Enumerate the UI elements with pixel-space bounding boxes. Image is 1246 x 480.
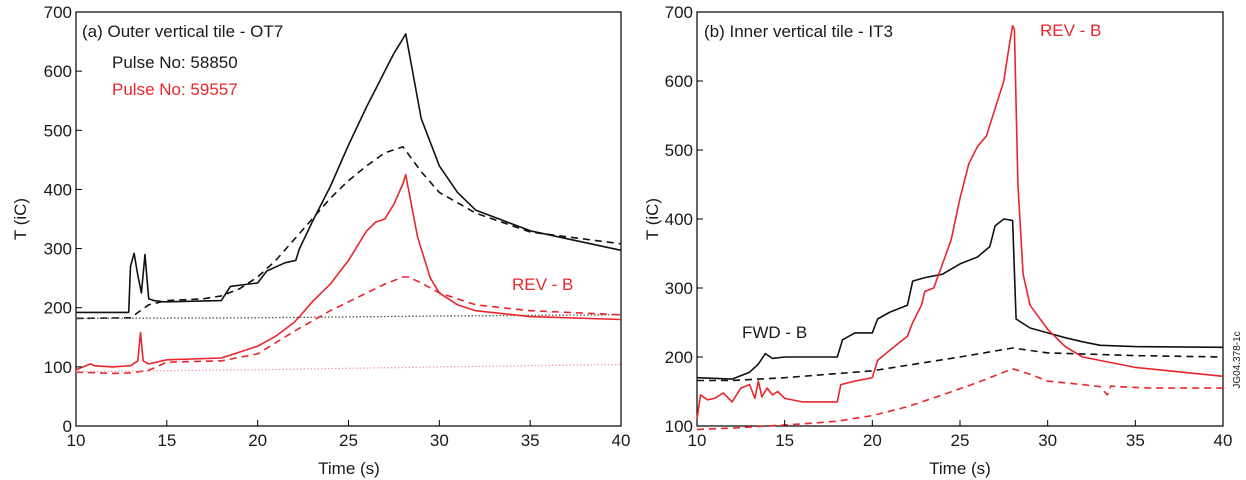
chart-title: (a) Outer vertical tile - OT7 — [82, 22, 283, 41]
pulse-label-black: Pulse No: 58850 — [112, 53, 238, 72]
series-annotation-rev-b: REV - B — [1040, 21, 1101, 40]
x-tick-label: 40 — [1214, 431, 1233, 450]
x-tick-label: 30 — [1038, 431, 1057, 450]
x-tick-label: 25 — [951, 431, 970, 450]
x-tick-label: 35 — [1126, 431, 1145, 450]
x-tick-label: 15 — [157, 431, 176, 450]
series-annotation-fwd-b: FWD - B — [742, 323, 807, 342]
figure-id-label: JG04.378-1c — [1232, 331, 1243, 388]
series-line-4 — [696, 367, 1223, 431]
series-line-3 — [696, 25, 1224, 420]
y-axis-label: T (iC) — [643, 198, 662, 240]
tick-group: 10 15 20 25 30 35 40 100 200 300 400 500 600 700 — [665, 3, 1233, 450]
y-tick-label: 500 — [44, 121, 72, 140]
x-tick-label: 40 — [612, 431, 631, 450]
x-tick-label: 10 — [688, 431, 707, 450]
x-tick-label: 20 — [863, 431, 882, 450]
y-axis-label: T (iC) — [11, 198, 30, 240]
x-axis-label: Time (s) — [318, 459, 380, 478]
y-tick-label: 700 — [665, 3, 693, 22]
series-group — [696, 25, 1224, 431]
series-line-4 — [75, 173, 622, 371]
x-tick-label: 30 — [430, 431, 449, 450]
y-tick-label: 400 — [665, 210, 693, 229]
panel-b-inner-vertical-tile: 10 15 20 25 30 35 40 100 200 300 400 500 600 700 (b) … — [643, 3, 1232, 478]
pulse-label-red: Pulse No: 59557 — [112, 80, 238, 99]
series-annotation-rev-b: REV - B — [512, 275, 573, 294]
series-line-2 — [75, 146, 622, 320]
x-tick-label: 20 — [248, 431, 267, 450]
y-tick-label: 500 — [665, 141, 693, 160]
y-tick-label: 300 — [665, 279, 693, 298]
y-tick-label: 200 — [665, 348, 693, 367]
series-line-6 — [75, 363, 622, 373]
y-tick-label: 100 — [665, 417, 693, 436]
x-tick-label: 10 — [67, 431, 86, 450]
y-tick-label: 600 — [665, 72, 693, 91]
y-tick-label: 400 — [44, 180, 72, 199]
plot-frame — [75, 11, 622, 427]
y-tick-label: 100 — [44, 358, 72, 377]
series-group — [75, 33, 622, 375]
y-tick-label: 0 — [63, 417, 72, 436]
x-tick-label: 35 — [521, 431, 540, 450]
y-tick-label: 200 — [44, 299, 72, 318]
chart-title: (b) Inner vertical tile - IT3 — [704, 22, 893, 41]
series-line-1 — [696, 218, 1224, 380]
y-tick-label: 300 — [44, 240, 72, 259]
series-line-2 — [697, 347, 1224, 382]
x-tick-label: 15 — [775, 431, 794, 450]
y-tick-label: 600 — [44, 62, 72, 81]
x-tick-label: 25 — [339, 431, 358, 450]
plot-frame — [696, 11, 1224, 427]
x-axis-label: Time (s) — [929, 459, 991, 478]
y-tick-label: 700 — [44, 3, 72, 22]
series-line-1 — [76, 33, 622, 314]
series-line-5 — [75, 276, 622, 375]
